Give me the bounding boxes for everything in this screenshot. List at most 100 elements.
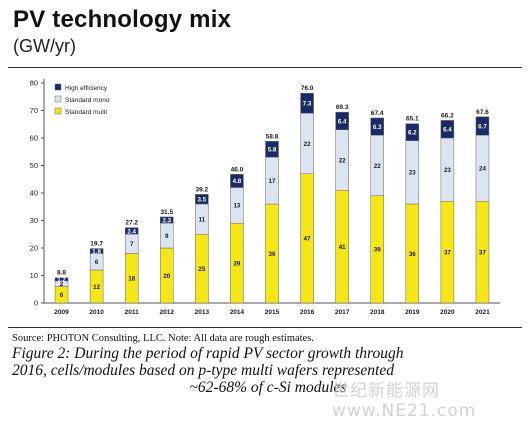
- segment-value-label: 29: [233, 260, 240, 267]
- segment-value-label: 23: [444, 167, 451, 174]
- legend-label: Standard multi: [65, 109, 107, 116]
- x-tick-label: 2014: [230, 309, 245, 316]
- legend-swatch: [54, 83, 62, 91]
- legend-swatch: [54, 95, 62, 103]
- segment-value-label: 39: [374, 247, 381, 254]
- bar-total-label: 76.0: [301, 85, 314, 92]
- x-tick-label: 2013: [195, 309, 210, 316]
- segment-value-label: 6.3: [373, 124, 382, 131]
- segment-value-label: 22: [304, 141, 311, 148]
- stacked-bar-chart: 0 10 20 30 40 50 60 70 80 6 21.28.8 2009 12 6 1.819.7 2…: [30, 79, 500, 316]
- segment-value-label: 11: [199, 216, 206, 223]
- bar-total-label: 19.7: [90, 241, 103, 248]
- bar-total-label: 65.1: [406, 116, 419, 123]
- top-divider: [8, 67, 522, 68]
- segment-value-label: 18: [128, 276, 135, 283]
- segment-value-label: 25: [198, 266, 205, 273]
- bar-total-label: 8.8: [57, 270, 66, 277]
- x-tick-label: 2016: [300, 309, 315, 316]
- segment-value-label: 2.3: [162, 217, 171, 224]
- bar-total-label: 58.8: [266, 133, 279, 140]
- segment-value-label: 24: [479, 166, 486, 173]
- segment-value-label: 2.4: [127, 228, 136, 235]
- bar-segment: [440, 120, 455, 139]
- x-tick-label: 2010: [89, 309, 104, 316]
- segment-value-label: 36: [409, 251, 416, 258]
- segment-value-label: 1.2: [57, 277, 66, 284]
- y-tick-label: 80: [30, 79, 38, 88]
- y-tick-label: 0: [34, 299, 38, 308]
- source-note: Source: PHOTON Consulting, LLC. Note: Al…: [12, 333, 314, 344]
- legend-swatch: [54, 107, 62, 115]
- bar-segment: [300, 92, 314, 114]
- y-tick-label: 20: [30, 244, 38, 253]
- segment-value-label: 3.5: [198, 196, 207, 203]
- segment-value-label: 41: [339, 244, 346, 251]
- caption-line-3: ~62-68% of c-Si modules: [189, 379, 347, 396]
- bar-total-label: 31.5: [160, 209, 173, 216]
- x-tick-label: 2021: [475, 309, 490, 316]
- y-tick-label: 30: [30, 216, 38, 225]
- x-tick-label: 2015: [265, 309, 280, 316]
- bar-total-label: 39.2: [196, 186, 209, 193]
- y-tick-label: 40: [30, 189, 38, 198]
- bar-total-label: 67.4: [371, 110, 384, 117]
- bar-segment: [370, 117, 384, 136]
- bar-segment: [124, 227, 139, 235]
- segment-value-label: 1.8: [92, 248, 101, 255]
- segment-value-label: 7: [130, 241, 134, 248]
- bar-total-label: 66.2: [441, 112, 454, 119]
- segment-value-label: 7.3: [303, 101, 312, 108]
- segment-value-label: 12: [93, 284, 100, 291]
- x-tick-label: 2009: [54, 309, 69, 316]
- bar-total-label: 46.0: [231, 166, 244, 173]
- segment-value-label: 23: [409, 170, 416, 177]
- caption-line-2: 2016, cells/modules based on p-type mult…: [12, 362, 394, 379]
- bar-total-label: 27.2: [125, 220, 138, 227]
- y-tick-label: 10: [30, 271, 38, 280]
- legend-label: High efficiency: [65, 85, 108, 92]
- x-tick-label: 2017: [335, 309, 350, 316]
- x-tick-label: 2019: [405, 309, 420, 316]
- bar-segment: [265, 141, 279, 158]
- y-tick-label: 60: [30, 134, 38, 143]
- bar-segment: [160, 216, 174, 224]
- x-tick-label: 2011: [125, 309, 139, 316]
- caption-line-1: Figure 2: During the period of rapid PV …: [12, 345, 404, 362]
- segment-value-label: 22: [339, 157, 346, 164]
- bar-total-label: 67.6: [476, 109, 489, 116]
- chart-subtitle: (GW/yr): [13, 36, 76, 56]
- segment-value-label: 6.7: [478, 123, 487, 130]
- segment-value-label: 37: [444, 249, 451, 256]
- segment-value-label: 4.8: [233, 178, 242, 185]
- segment-value-label: 9: [165, 233, 169, 240]
- bar-segment: [230, 174, 244, 188]
- y-tick-label: 70: [30, 106, 38, 115]
- segment-value-label: 5.8: [268, 147, 277, 154]
- bar-segment: [335, 111, 349, 131]
- segment-value-label: 47: [304, 236, 311, 243]
- y-tick-label: 50: [30, 161, 38, 170]
- legend-label: Standard mono: [65, 97, 110, 104]
- segment-value-label: 36: [269, 251, 276, 258]
- segment-value-label: 2: [60, 281, 64, 288]
- segment-value-label: 6.4: [443, 127, 452, 134]
- x-tick-label: 2020: [440, 309, 455, 316]
- figure-caption: Figure 2: During the period of rapid PV …: [12, 345, 524, 396]
- segment-value-label: 22: [374, 163, 381, 170]
- watermark: 世纪新能源网 www.NE21.com: [332, 381, 477, 421]
- bottom-divider: [8, 327, 522, 328]
- bar-segment: [475, 116, 490, 136]
- segment-value-label: 6.4: [338, 118, 347, 125]
- segment-value-label: 17: [269, 178, 276, 185]
- segment-value-label: 37: [479, 249, 486, 256]
- bar-total-label: 69.3: [336, 104, 349, 111]
- segment-value-label: 20: [163, 273, 170, 280]
- bar-segment: [195, 194, 209, 205]
- segment-value-label: 6: [60, 292, 64, 299]
- segment-value-label: 13: [233, 203, 240, 210]
- x-tick-label: 2018: [370, 309, 385, 316]
- bar-segment: [405, 123, 420, 141]
- chart-title: PV technology mix: [13, 6, 232, 33]
- x-tick-label: 2012: [160, 309, 175, 316]
